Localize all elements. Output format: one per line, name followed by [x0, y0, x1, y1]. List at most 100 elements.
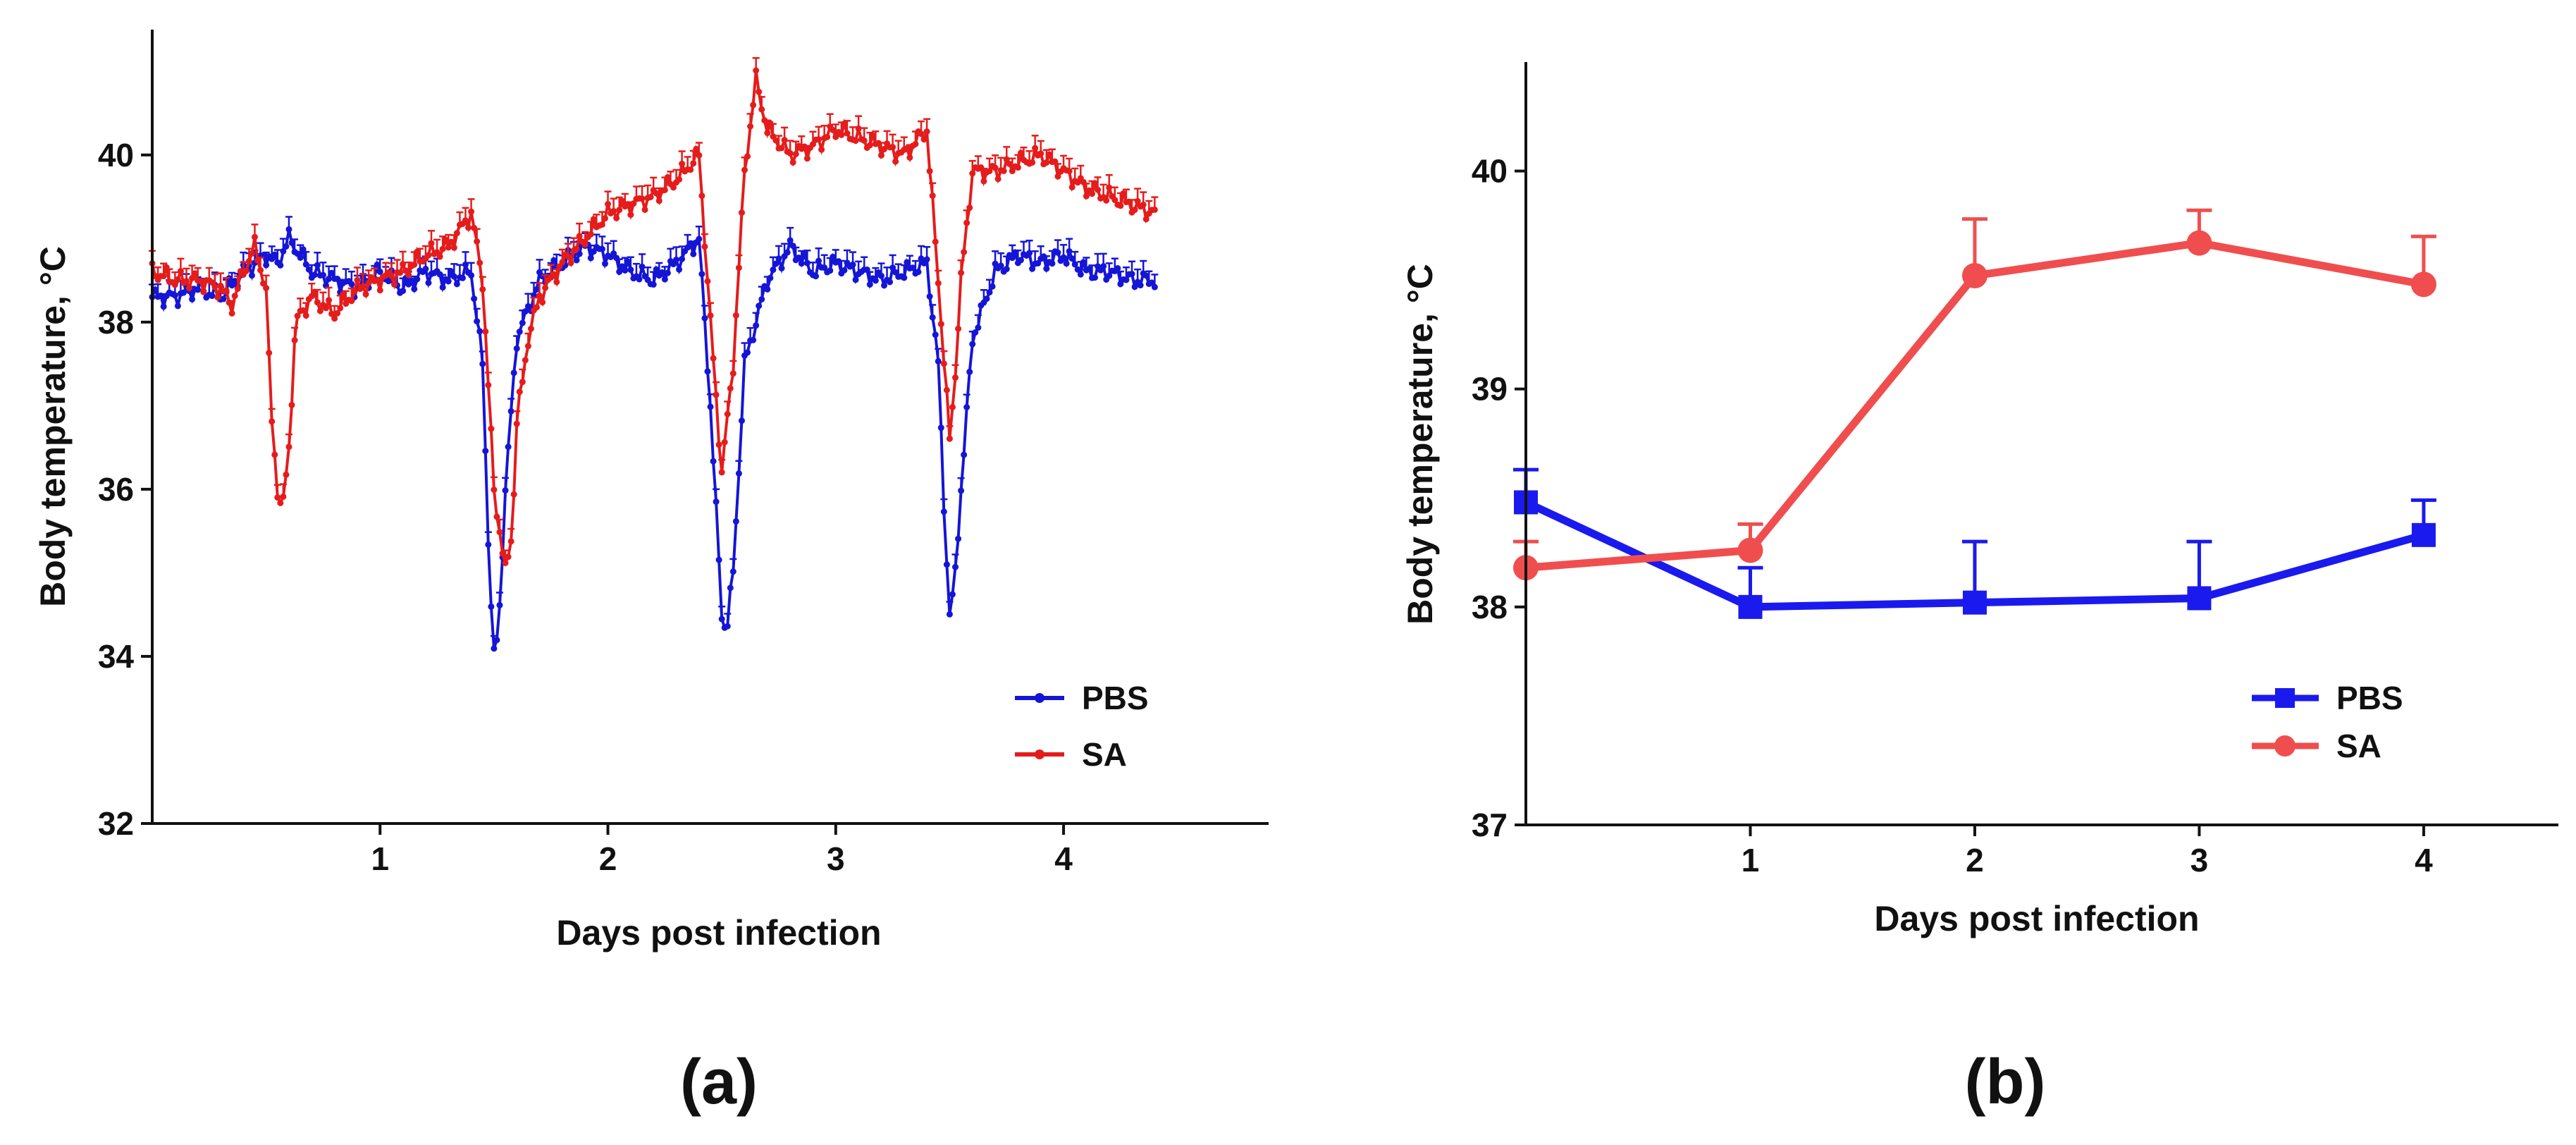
point-a-sa-348 — [1140, 201, 1147, 208]
point-a-sa-225 — [789, 159, 796, 166]
point-a-pbs-267 — [909, 264, 916, 271]
legend-a-pbs-marker — [1035, 693, 1044, 703]
point-a-sa-273 — [926, 168, 933, 175]
point-a-pbs-125 — [505, 443, 512, 451]
point-a-pbs-167 — [624, 258, 631, 265]
point-a-sa-8 — [171, 281, 178, 288]
point-a-sa-301 — [1006, 160, 1013, 167]
point-a-sa-221 — [778, 145, 785, 152]
point-a-pbs-252 — [866, 281, 873, 288]
point-a-pbs-284 — [958, 487, 965, 494]
point-a-sa-288 — [969, 170, 976, 177]
point-a-sa-84 — [388, 272, 395, 279]
point-a-sa-255 — [875, 140, 882, 147]
point-a-sa-159 — [601, 215, 608, 222]
point-a-sa-216 — [764, 130, 771, 137]
point-a-sa-173 — [641, 206, 648, 213]
point-a-pbs-116 — [479, 360, 486, 367]
point-a-pbs-177 — [653, 266, 660, 273]
point-a-sa-195 — [704, 278, 711, 285]
point-a-sa-244 — [844, 130, 851, 137]
point-a-pbs-25 — [220, 295, 227, 302]
point-a-pbs-294 — [986, 289, 993, 296]
point-a-sa-352 — [1151, 206, 1158, 213]
point-a-pbs-303 — [1011, 249, 1018, 256]
point-a-pbs-336 — [1106, 272, 1113, 279]
panel-b: 37 38 39 40 1 2 3 4 Body temperature, °C Days p… — [1400, 62, 2558, 1118]
point-a-pbs-326 — [1077, 271, 1084, 278]
point-a-sa-207 — [738, 209, 745, 216]
point-a-sa-37 — [254, 257, 261, 264]
point-a-pbs-124 — [502, 487, 509, 494]
point-a-pbs-163 — [613, 255, 620, 262]
point-a-sa-203 — [727, 385, 734, 392]
point-a-pbs-52 — [297, 254, 304, 261]
point-a-pbs-285 — [961, 451, 968, 458]
point-a-sa-272 — [923, 128, 930, 135]
point-a-sa-115 — [476, 259, 483, 267]
point-a-pbs-197 — [710, 458, 717, 465]
point-a-sa-160 — [605, 200, 612, 207]
point-a-sa-299 — [1000, 168, 1007, 175]
point-a-sa-4 — [160, 273, 167, 280]
point-a-pbs-93 — [414, 276, 421, 283]
point-a-pbs-265 — [904, 259, 911, 266]
point-a-sa-261 — [892, 158, 899, 165]
point-a-sa-49 — [288, 401, 295, 408]
point-a-sa-126 — [507, 538, 514, 545]
legend-b-pbs-label: PBS — [2336, 680, 2403, 716]
point-a-pbs-53 — [300, 246, 307, 253]
point-a-sa-209 — [744, 153, 751, 160]
point-a-pbs-347 — [1137, 282, 1144, 289]
point-a-sa-268 — [912, 140, 919, 147]
point-a-pbs-298 — [997, 262, 1004, 269]
point-a-pbs-275 — [932, 331, 939, 338]
point-a-sa-266 — [906, 154, 913, 161]
point-a-pbs-289 — [972, 329, 979, 336]
point-a-sa-192 — [696, 152, 703, 159]
point-a-sa-282 — [952, 374, 959, 381]
point-a-pbs-63 — [328, 269, 335, 276]
panel-a-legend: PBS SA — [1015, 680, 1149, 773]
point-a-pbs-105 — [448, 268, 455, 275]
point-a-pbs-132 — [524, 302, 531, 310]
point-a-sa-45 — [277, 499, 284, 506]
point-a-sa-12 — [183, 278, 190, 285]
point-a-sa-92 — [411, 261, 418, 268]
point-a-sa-202 — [724, 410, 731, 417]
y-tick-label-a-34: 34 — [98, 638, 135, 675]
point-a-sa-265 — [904, 145, 911, 152]
point-a-sa-106 — [450, 244, 457, 251]
point-a-pbs-112 — [468, 272, 475, 279]
point-a-sa-47 — [283, 471, 290, 478]
point-a-pbs-218 — [770, 267, 777, 274]
point-a-sa-132 — [524, 343, 531, 350]
point-a-pbs-54 — [302, 261, 309, 268]
point-a-sa-178 — [655, 197, 663, 204]
point-a-sa-206 — [735, 264, 742, 271]
legend-a-pbs-label: PBS — [1082, 680, 1149, 716]
y-tick-label-b-38: 38 — [1472, 589, 1508, 625]
point-a-sa-93 — [414, 248, 421, 255]
point-a-sa-279 — [943, 386, 950, 393]
point-a-pbs-349 — [1142, 272, 1150, 279]
point-a-pbs-83 — [385, 278, 392, 285]
point-a-sa-9 — [174, 276, 181, 283]
point-a-sa-5 — [163, 264, 170, 271]
point-a-pbs-276 — [935, 357, 942, 365]
point-a-pbs-287 — [966, 368, 973, 375]
point-a-pbs-274 — [929, 314, 936, 321]
point-a-pbs-211 — [750, 336, 757, 343]
point-a-sa-66 — [337, 305, 344, 312]
point-a-sa-234 — [815, 136, 822, 143]
point-a-sa-239 — [830, 126, 837, 133]
point-a-pbs-35 — [248, 272, 255, 279]
point-a-pbs-273 — [926, 293, 933, 300]
panel-b-axes — [1524, 62, 2558, 826]
point-a-sa-54 — [302, 312, 309, 319]
point-a-pbs-102 — [439, 284, 446, 291]
point-a-sa-30 — [234, 286, 241, 293]
point-a-sa-14 — [189, 274, 196, 281]
